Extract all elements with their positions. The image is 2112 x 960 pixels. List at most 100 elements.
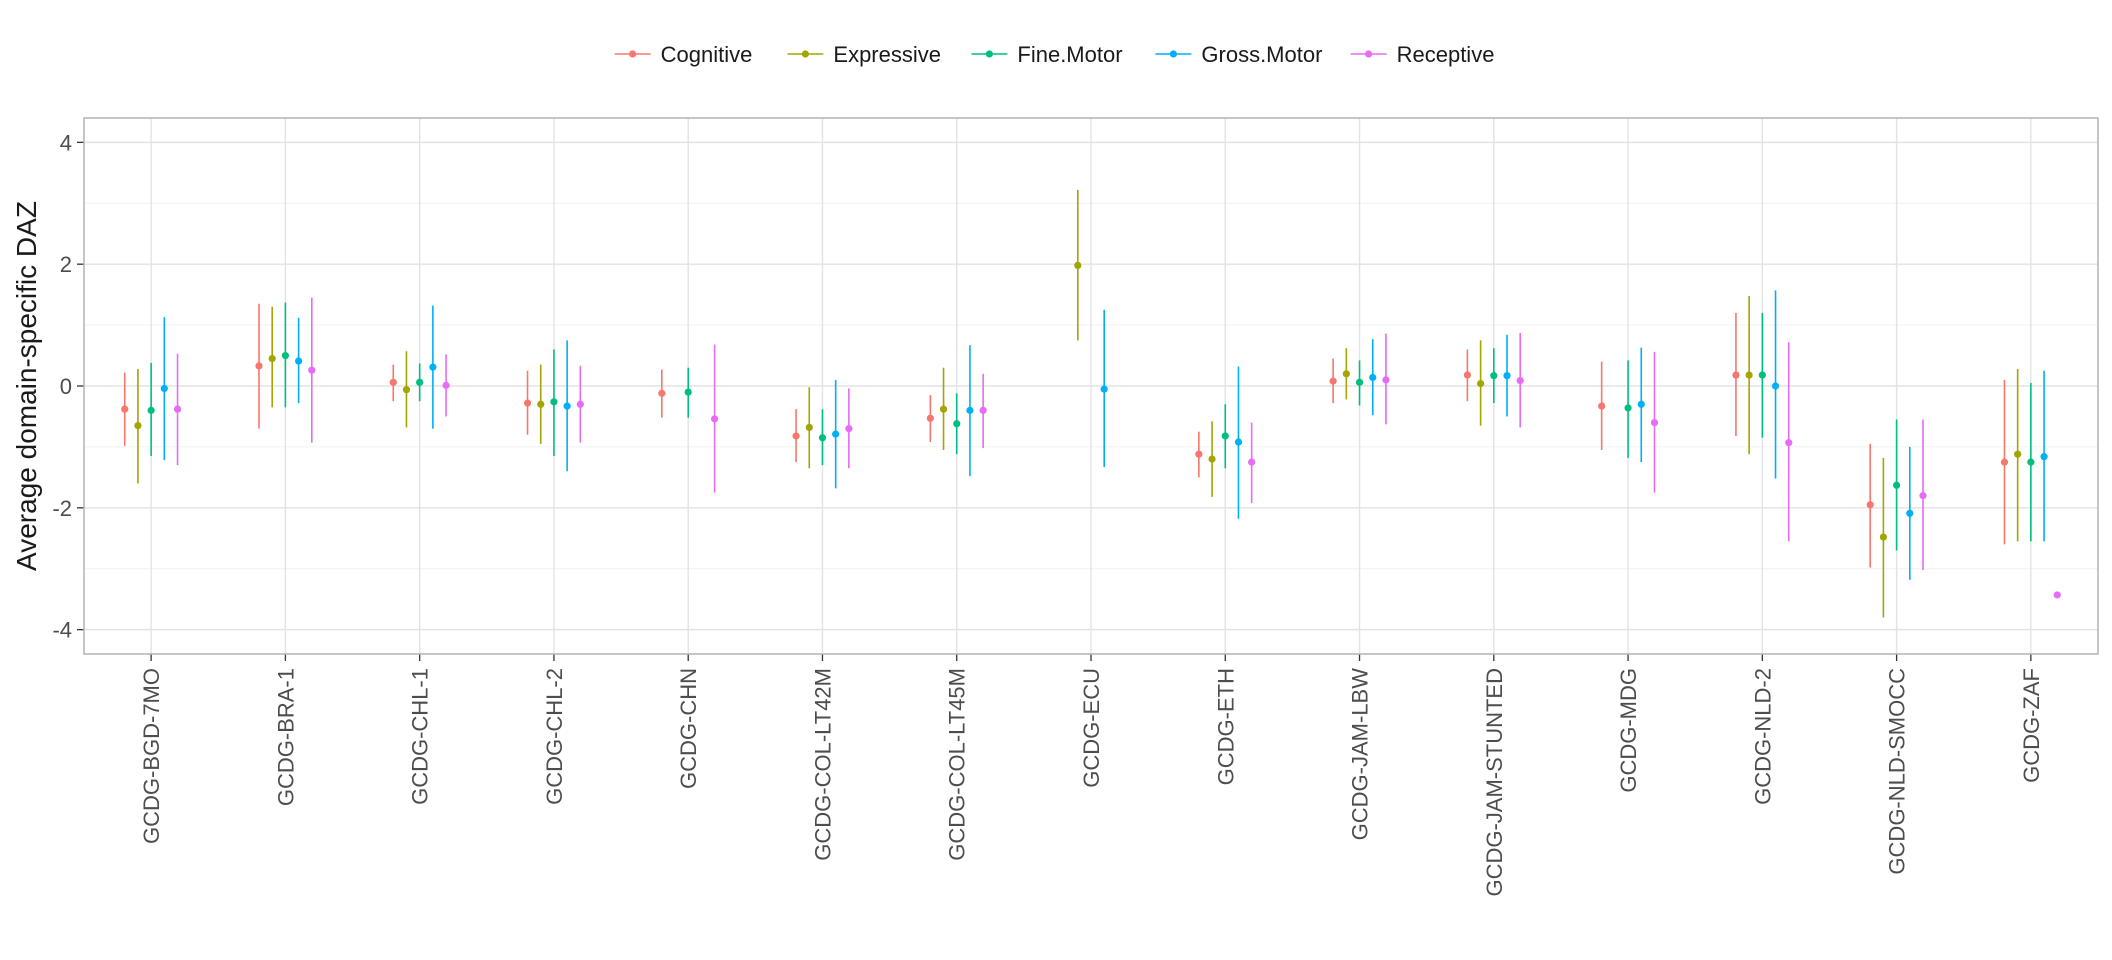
data-point <box>711 415 719 423</box>
data-point <box>1208 455 1216 463</box>
data-point <box>1463 371 1471 379</box>
data-point <box>2053 591 2061 599</box>
y-axis-ticks: -4 -2 0 2 4 <box>52 130 84 643</box>
data-point <box>563 402 571 410</box>
legend-key-point <box>629 50 637 58</box>
data-point <box>966 406 974 414</box>
y-tick-label: 2 <box>60 252 72 277</box>
data-point <box>1342 370 1350 378</box>
data-point <box>1248 458 1256 466</box>
data-point <box>1598 402 1606 410</box>
y-axis-title: Average domain-specific DAZ <box>11 201 42 571</box>
data-point <box>845 425 853 433</box>
legend-item: Expressive <box>787 42 941 67</box>
series-receptive <box>173 297 2061 599</box>
series-cognitive <box>121 303 2009 568</box>
x-tick-label: GCDG-ETH <box>1213 668 1238 785</box>
legend-item: Cognitive <box>614 42 752 67</box>
legend: Cognitive Expressive Fine.Motor Gross.Motor… <box>614 42 1494 67</box>
data-point <box>2027 458 2035 466</box>
data-point <box>134 421 142 430</box>
data-point <box>1758 371 1766 379</box>
data-point <box>1477 379 1485 388</box>
x-tick-label: GCDG-ZAF <box>2019 668 2044 783</box>
x-tick-label: GCDG-BGD-7MO <box>139 668 164 844</box>
legend-key-point <box>1365 50 1373 58</box>
data-point <box>1516 376 1524 385</box>
data-point <box>1369 373 1377 382</box>
data-point <box>308 366 316 374</box>
data-point <box>523 399 532 407</box>
y-tick-label: -2 <box>52 496 72 521</box>
x-tick-label: GCDG-COL-LT42M <box>810 668 835 861</box>
data-point <box>1624 404 1632 412</box>
data-point <box>953 420 961 428</box>
plot-border <box>83 117 2099 655</box>
data-point <box>684 388 692 396</box>
y-tick-label: -4 <box>52 618 72 643</box>
x-tick-label: GCDG-CHL-1 <box>408 668 433 805</box>
data-point <box>979 406 987 414</box>
data-point <box>1906 509 1914 517</box>
data-point <box>255 362 263 370</box>
data-point <box>576 400 584 408</box>
x-tick-label: GCDG-JAM-LBW <box>1348 668 1373 841</box>
data-point <box>1490 372 1498 380</box>
data-point <box>295 357 303 365</box>
series-gross-motor <box>160 290 2048 580</box>
x-tick-label: GCDG-ECU <box>1079 668 1104 788</box>
data-point <box>2040 453 2048 461</box>
data-point <box>805 423 813 432</box>
data-point <box>1195 450 1203 458</box>
data-point <box>173 405 182 413</box>
data-point <box>1382 376 1390 384</box>
data-point <box>926 414 934 422</box>
x-tick-label: GCDG-BRA-1 <box>273 668 298 806</box>
legend-label: Gross.Motor <box>1201 42 1322 67</box>
data-point <box>658 389 666 397</box>
data-point <box>416 378 424 386</box>
x-tick-label: GCDG-COL-LT45M <box>945 668 970 861</box>
x-tick-label: GCDG-CHN <box>676 668 701 789</box>
legend-item: Fine.Motor <box>971 42 1123 67</box>
legend-key-point <box>985 50 994 58</box>
data-point <box>268 354 276 363</box>
data-point <box>121 405 129 413</box>
x-axis-ticks: GCDG-BGD-7MO GCDG-BRA-1 GCDG-CHL-1 GCDG-CHL… <box>139 654 2044 897</box>
series-expressive <box>134 189 2022 618</box>
data-point <box>1893 481 1901 489</box>
legend-label: Expressive <box>833 42 941 67</box>
data-point <box>1745 371 1753 379</box>
data-point <box>818 434 827 442</box>
data-point <box>1100 385 1108 393</box>
legend-item: Receptive <box>1350 42 1494 67</box>
data-point <box>1234 438 1243 446</box>
legend-label: Fine.Motor <box>1017 42 1122 67</box>
y-tick-label: 4 <box>60 130 72 155</box>
x-tick-label: GCDG-JAM-STUNTED <box>1482 668 1507 897</box>
data-point <box>160 384 168 393</box>
grid-lines <box>84 118 2098 654</box>
data-point <box>281 351 289 360</box>
data-marks <box>121 189 2061 618</box>
data-point <box>1221 432 1229 440</box>
series-fine-motor <box>147 302 2035 551</box>
legend-key-point <box>1169 50 1177 58</box>
data-point <box>939 405 948 413</box>
data-point <box>402 386 411 394</box>
x-tick-label: GCDG-CHL-2 <box>542 668 567 805</box>
legend-item: Gross.Motor <box>1155 42 1322 67</box>
data-point <box>1879 533 1887 541</box>
data-point <box>1650 418 1659 427</box>
data-point <box>2000 458 2009 466</box>
data-point <box>442 381 450 389</box>
data-point <box>1785 439 1793 447</box>
data-point <box>1866 501 1874 509</box>
data-point <box>1637 400 1645 408</box>
y-tick-label: 0 <box>60 374 72 399</box>
data-point <box>1919 492 1927 500</box>
data-point <box>389 378 397 386</box>
x-tick-label: GCDG-MDG <box>1616 668 1641 793</box>
data-point <box>1732 371 1740 379</box>
